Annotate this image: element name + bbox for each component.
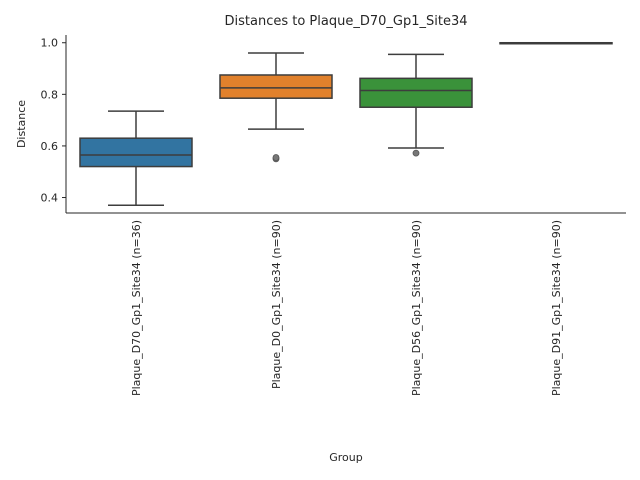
x-tick-labels: Plaque_D70_Gp1_Site34 (n=36) Plaque_D0_Gp… (130, 220, 563, 396)
box-group (499, 41, 613, 45)
chart-title: Distances to Plaque_D70_Gp1_Site34 (225, 14, 468, 29)
outlier-point (272, 154, 280, 161)
y-tick-label: 1.0 (41, 37, 59, 50)
box-iqr (79, 137, 193, 168)
y-ticks: 0.4 0.6 0.8 1.0 (41, 37, 66, 205)
box-group (219, 52, 333, 163)
y-tick-label: 0.8 (41, 88, 59, 101)
x-tick-label: Plaque_D0_Gp1_Site34 (n=90) (270, 220, 283, 389)
boxes (79, 41, 613, 207)
x-tick-label: Plaque_D56_Gp1_Site34 (n=90) (410, 220, 423, 396)
outlier-point (412, 149, 420, 157)
x-tick-label: Plaque_D91_Gp1_Site34 (n=90) (550, 220, 563, 396)
box-group (359, 53, 473, 157)
box-iqr (219, 74, 333, 99)
box-group (79, 110, 193, 207)
x-tick-label: Plaque_D70_Gp1_Site34 (n=36) (130, 220, 143, 396)
x-axis-label: Group (329, 451, 363, 464)
y-axis-label: Distance (15, 100, 28, 148)
box-iqr (359, 77, 473, 108)
y-tick-label: 0.6 (41, 140, 59, 153)
y-tick-label: 0.4 (41, 192, 59, 205)
